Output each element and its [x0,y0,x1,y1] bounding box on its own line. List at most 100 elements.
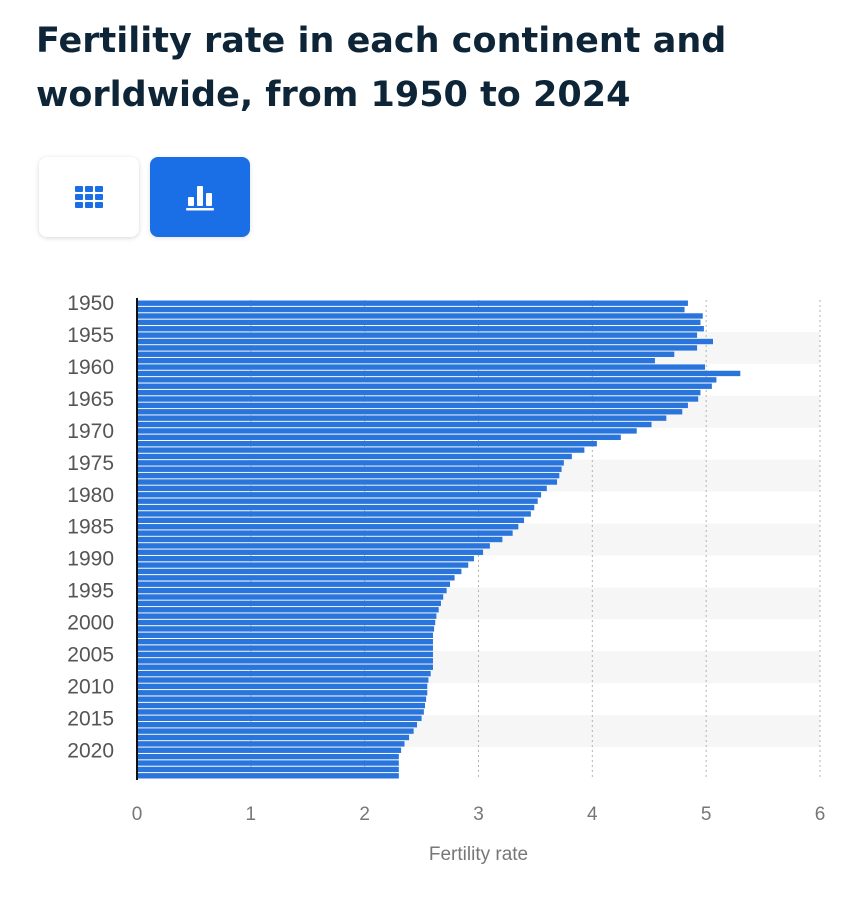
bar-2024[interactable] [137,773,399,779]
x-tick-label: 6 [815,804,826,825]
bar-1966[interactable] [137,402,688,409]
bar-2003[interactable] [137,638,433,645]
bar-1987[interactable] [137,536,503,543]
x-tick-label: 5 [701,804,712,825]
bar-1986[interactable] [137,530,513,536]
bar-2004[interactable] [137,645,433,651]
bar-1952[interactable] [137,313,703,319]
table-view-button[interactable] [39,157,139,237]
bar-1965[interactable] [137,396,699,402]
y-tick-label: 1955 [67,324,114,347]
bar-1990[interactable] [137,555,474,562]
bar-2010[interactable] [137,683,428,690]
x-axis-label: Fertility rate [429,844,528,865]
bar-2002[interactable] [137,632,433,638]
bar-1957[interactable] [137,345,698,351]
bar-1951[interactable] [137,306,685,313]
bar-1959[interactable] [137,357,655,364]
y-tick-label: 1985 [67,516,114,539]
bar-1985[interactable] [137,524,519,530]
bar-2023[interactable] [137,766,399,773]
bar-1994[interactable] [137,581,451,587]
bar-1958[interactable] [137,351,675,357]
x-tick-label: 0 [132,804,143,825]
bar-1982[interactable] [137,504,535,511]
bar-1976[interactable] [137,466,562,472]
bar-1988[interactable] [137,543,490,549]
bar-1983[interactable] [137,511,531,517]
bar-2013[interactable] [137,702,425,709]
bar-1997[interactable] [137,600,441,607]
y-tick-label: 1970 [67,420,114,443]
x-tick-label: 3 [473,804,484,825]
bar-2022[interactable] [137,760,399,766]
bar-2012[interactable] [137,696,427,702]
bar-1989[interactable] [137,549,484,555]
bar-1967[interactable] [137,409,683,415]
bar-1978[interactable] [137,479,558,485]
bar-2015[interactable] [137,715,422,722]
bar-1954[interactable] [137,326,704,332]
bar-2017[interactable] [137,728,414,734]
bar-1962[interactable] [137,377,717,383]
bar-1977[interactable] [137,472,560,479]
y-tick-label: 1960 [67,356,114,379]
bar-1956[interactable] [137,338,713,345]
bar-2020[interactable] [137,747,402,753]
bar-1953[interactable] [137,319,701,326]
bar-1963[interactable] [137,383,712,389]
bar-2016[interactable] [137,722,418,728]
bar-2011[interactable] [137,690,428,696]
bar-1955[interactable] [137,332,698,338]
bar-1964[interactable] [137,389,701,396]
bar-1993[interactable] [137,575,455,581]
y-tick-label: 1950 [67,292,114,315]
bar-1960[interactable] [137,364,706,370]
bar-2019[interactable] [137,741,405,747]
y-tick-label: 2010 [67,675,114,698]
bar-2001[interactable] [137,626,435,632]
bar-1995[interactable] [137,587,447,594]
bar-1996[interactable] [137,594,444,600]
y-tick-label: 1990 [67,548,114,571]
bar-1984[interactable] [137,517,525,524]
y-tick-label: 2020 [67,739,114,762]
bar-1972[interactable] [137,441,597,447]
y-tick-label: 1965 [67,388,114,411]
bar-2008[interactable] [137,670,431,677]
table-grid-icon [75,186,103,208]
y-tick-label: 2015 [67,707,114,730]
bar-1992[interactable] [137,568,462,575]
bar-2006[interactable] [137,658,433,664]
bar-1980[interactable] [137,492,542,498]
bar-1968[interactable] [137,415,667,421]
bar-2005[interactable] [137,651,433,658]
y-tick-label: 2000 [67,612,114,635]
bar-1969[interactable] [137,421,652,428]
bar-2009[interactable] [137,677,429,683]
bar-1974[interactable] [137,453,572,460]
bar-1981[interactable] [137,498,538,504]
chart-view-button[interactable] [150,157,250,237]
bar-1970[interactable] [137,428,637,434]
bar-1971[interactable] [137,434,621,441]
bar-1950[interactable] [137,300,688,306]
bar-2021[interactable] [137,753,399,760]
bar-1961[interactable] [137,370,741,377]
bar-2018[interactable] [137,734,410,741]
bar-chart-icon [186,186,214,211]
bar-1998[interactable] [137,607,439,613]
y-tick-label: 2005 [67,643,114,666]
bar-1991[interactable] [137,562,469,568]
bar-1999[interactable] [137,613,437,619]
bar-1973[interactable] [137,447,585,453]
bar-2007[interactable] [137,664,433,670]
y-tick-label: 1995 [67,580,114,603]
bar-2000[interactable] [137,619,436,626]
x-tick-label: 4 [587,804,598,825]
bar-1975[interactable] [137,460,564,466]
y-tick-label: 1975 [67,452,114,475]
bar-1979[interactable] [137,485,547,492]
bar-2014[interactable] [137,709,424,715]
